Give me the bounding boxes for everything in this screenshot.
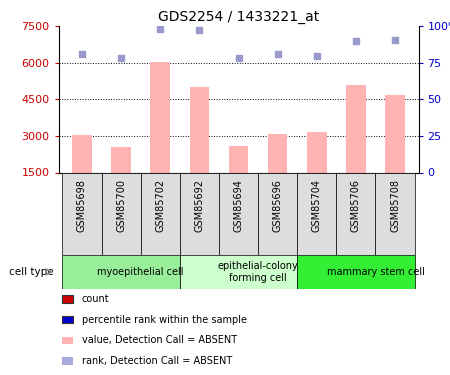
Bar — [72, 135, 92, 172]
Bar — [63, 172, 102, 255]
Text: GSM85698: GSM85698 — [77, 179, 87, 232]
Text: count: count — [82, 294, 109, 304]
Bar — [150, 62, 170, 172]
Bar — [258, 172, 297, 255]
Bar — [375, 172, 414, 255]
Bar — [180, 172, 219, 255]
Bar — [62, 316, 73, 323]
Text: GSM85708: GSM85708 — [390, 179, 400, 232]
Bar — [62, 357, 73, 364]
Point — [352, 38, 360, 44]
Point — [117, 55, 125, 61]
Text: rank, Detection Call = ABSENT: rank, Detection Call = ABSENT — [82, 356, 232, 366]
Point — [78, 51, 86, 57]
Bar — [336, 172, 375, 255]
Point — [313, 53, 320, 58]
Text: GSM85694: GSM85694 — [234, 179, 243, 232]
Point — [274, 51, 281, 57]
Bar — [62, 296, 73, 303]
Bar — [268, 134, 288, 172]
Text: percentile rank within the sample: percentile rank within the sample — [82, 315, 247, 325]
Bar — [307, 132, 327, 172]
Text: GSM85704: GSM85704 — [312, 179, 322, 232]
Bar — [63, 255, 180, 289]
Bar — [180, 255, 297, 289]
Bar — [346, 85, 366, 172]
Text: mammary stem cell: mammary stem cell — [327, 267, 424, 277]
Bar — [297, 255, 414, 289]
Point — [196, 27, 203, 33]
Text: cell type: cell type — [9, 267, 54, 277]
Text: GSM85702: GSM85702 — [155, 179, 165, 232]
Bar — [229, 146, 248, 172]
Bar — [141, 172, 180, 255]
Bar — [189, 87, 209, 172]
Text: epithelial-colony
forming cell: epithelial-colony forming cell — [218, 261, 298, 283]
Text: GSM85706: GSM85706 — [351, 179, 361, 232]
Text: GSM85700: GSM85700 — [116, 179, 126, 232]
Point — [235, 55, 242, 61]
Bar — [102, 172, 141, 255]
Text: value, Detection Call = ABSENT: value, Detection Call = ABSENT — [82, 335, 237, 345]
Point — [392, 37, 399, 43]
Text: GSM85692: GSM85692 — [194, 179, 204, 232]
Bar — [385, 94, 405, 172]
Point — [157, 26, 164, 32]
Bar — [62, 337, 73, 344]
Bar — [219, 172, 258, 255]
Bar — [297, 172, 336, 255]
Text: myoepithelial cell: myoepithelial cell — [97, 267, 184, 277]
Title: GDS2254 / 1433221_at: GDS2254 / 1433221_at — [158, 10, 319, 24]
Text: GSM85696: GSM85696 — [273, 179, 283, 232]
Bar — [111, 147, 131, 172]
